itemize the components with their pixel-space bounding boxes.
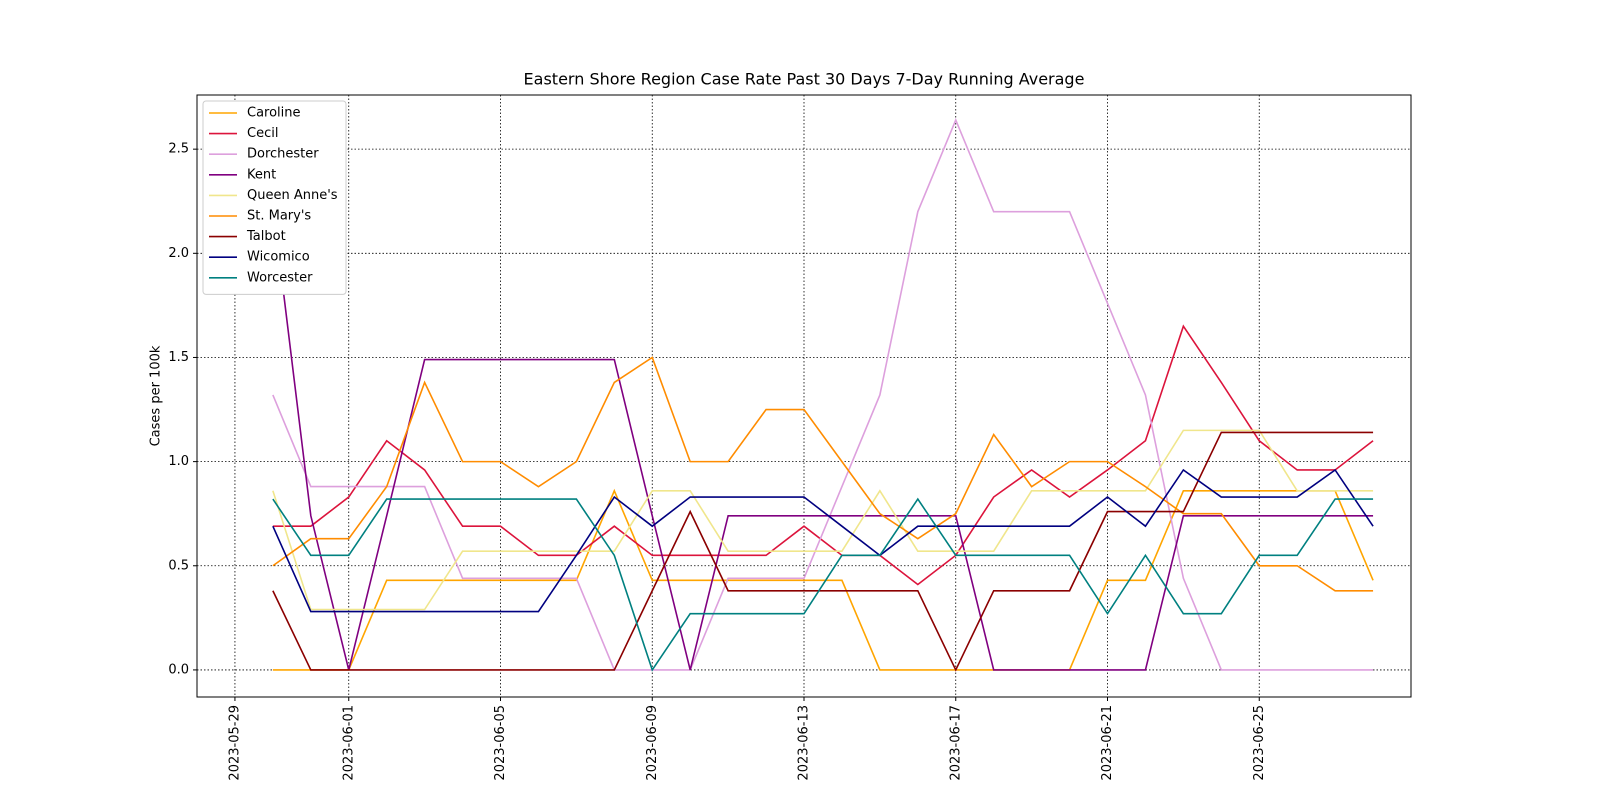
x-tick-label: 2023-05-29 <box>227 705 242 781</box>
series-line <box>272 356 1374 592</box>
legend-label: St. Mary's <box>247 209 311 224</box>
y-tick-label: 1.5 <box>168 350 189 365</box>
x-tick-label: 2023-06-17 <box>948 705 963 781</box>
y-tick-label: 0.5 <box>168 558 189 573</box>
legend-box <box>202 100 347 295</box>
legend: Caroline Cecil Dorchester Kent Queen Anne's S… <box>202 100 347 295</box>
y-tick-label: 2.0 <box>168 246 189 261</box>
legend-label: Wicomico <box>247 250 310 265</box>
series-line <box>272 468 1374 613</box>
y-tick-label: 2.5 <box>168 142 189 157</box>
legend-label: Talbot <box>246 229 286 244</box>
y-tick-label: 1.0 <box>168 454 189 469</box>
y-axis-label: Cases per 100k <box>149 345 164 446</box>
series-line <box>272 324 1374 586</box>
legend-label: Cecil <box>247 126 278 141</box>
x-tick-label: 2023-06-09 <box>645 705 660 781</box>
series-line <box>272 488 1374 671</box>
series-line <box>272 117 1374 671</box>
y-tick-label: 0.0 <box>168 662 189 677</box>
x-tick-label: 2023-06-21 <box>1100 705 1115 781</box>
legend-label: Queen Anne's <box>247 188 338 203</box>
x-tick-label: 2023-06-01 <box>341 705 356 781</box>
x-tick-label: 2023-06-05 <box>493 705 508 781</box>
chart-title: Eastern Shore Region Case Rate Past 30 D… <box>524 70 1085 89</box>
series-line <box>272 497 1374 672</box>
series-line <box>272 431 1374 672</box>
legend-label: Worcester <box>247 270 313 285</box>
legend-label: Dorchester <box>247 147 319 162</box>
legend-label: Kent <box>247 167 276 182</box>
plot-frame <box>196 94 1412 698</box>
series-line <box>272 429 1374 611</box>
x-tick-label: 2023-06-13 <box>797 705 812 781</box>
series-line <box>272 205 1374 671</box>
legend-label: Caroline <box>247 106 301 121</box>
x-tick-label: 2023-06-25 <box>1252 705 1267 781</box>
